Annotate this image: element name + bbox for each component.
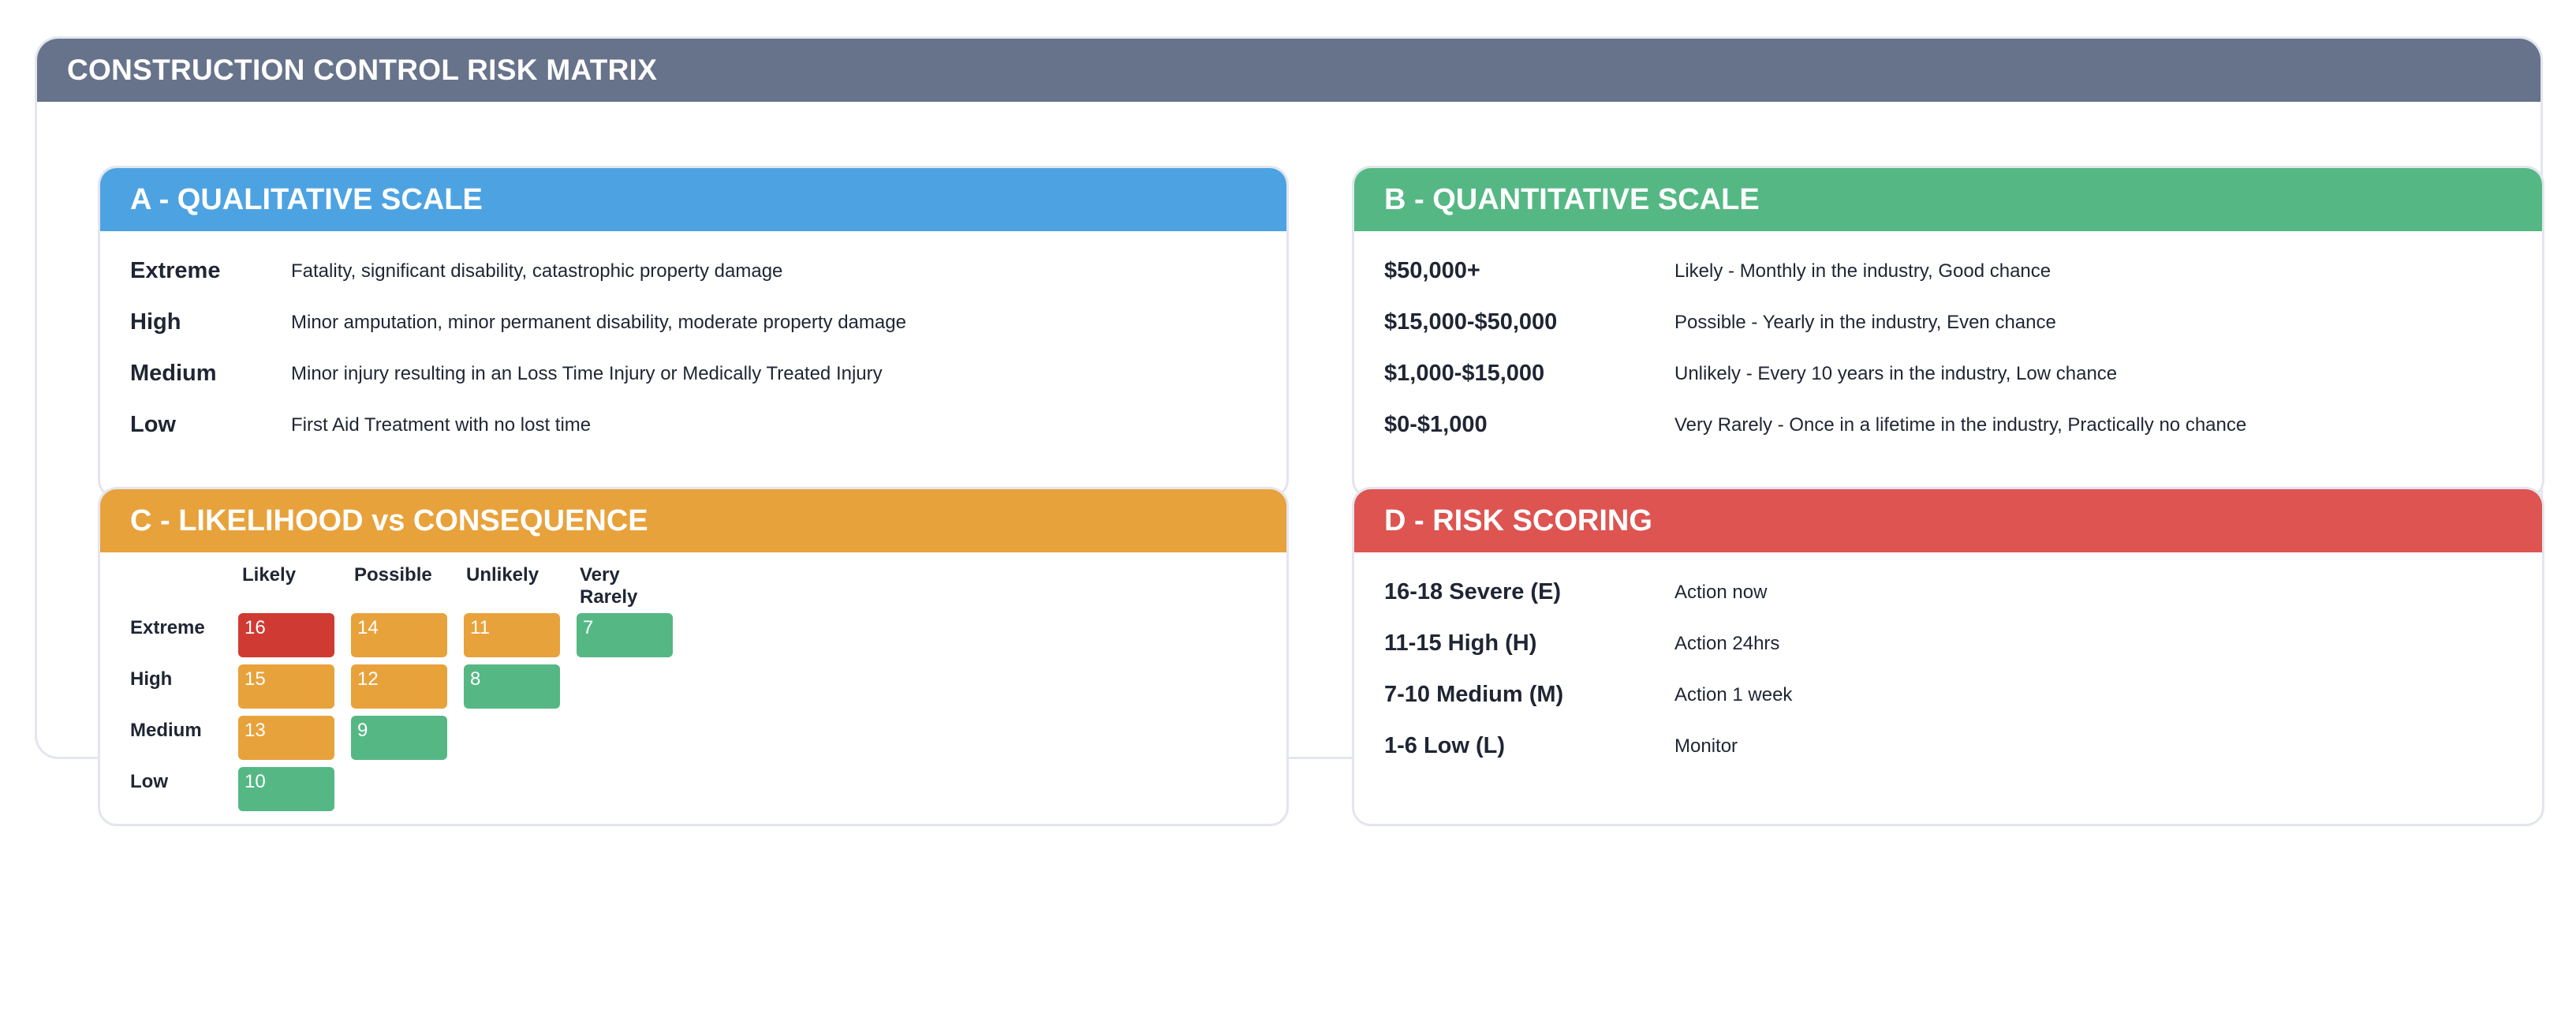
panel-a-title: A - QUALITATIVE SCALE [130, 182, 483, 216]
scale-description: Fatality, significant disability, catast… [291, 260, 783, 282]
scoring-row: 1-6 Low (L) Monitor [1384, 720, 2512, 772]
matrix-cell: 9 [351, 716, 447, 760]
matrix-row-label: High [130, 668, 173, 690]
scale-description: Minor injury resulting in an Loss Time I… [291, 362, 883, 384]
score-range: 7-10 Medium (M) [1384, 682, 1564, 707]
scale-description: Unlikely - Every 10 years in the industr… [1674, 362, 2118, 384]
panel-d-body: 16-18 Severe (E) Action now 11-15 High (… [1354, 552, 2542, 772]
matrix-cell: 10 [238, 767, 334, 811]
scale-row: Low First Aid Treatment with no lost tim… [130, 399, 1256, 451]
matrix-cell: 15 [238, 664, 334, 709]
matrix-cell: 14 [351, 613, 447, 657]
scale-description: First Aid Treatment with no lost time [291, 413, 592, 436]
panel-c-title: C - LIKELIHOOD vs CONSEQUENCE [130, 503, 648, 537]
panel-b-body: $50,000+ Likely - Monthly in the industr… [1354, 231, 2542, 451]
scale-label: $15,000-$50,000 [1384, 309, 1558, 335]
matrix-cell: 7 [577, 613, 673, 657]
scale-row: High Minor amputation, minor permanent d… [130, 297, 1256, 348]
scale-row: $50,000+ Likely - Monthly in the industr… [1384, 245, 2512, 297]
score-action: Monitor [1674, 735, 1738, 757]
likelihood-consequence-panel: C - LIKELIHOOD vs CONSEQUENCE Likely Pos… [98, 487, 1289, 826]
panel-a-body: Extreme Fatality, significant disability… [100, 231, 1286, 451]
matrix-cell: 8 [464, 664, 560, 709]
scoring-row: 16-18 Severe (E) Action now [1384, 567, 2512, 618]
title-bar: CONSTRUCTION CONTROL RISK MATRIX [37, 39, 2541, 102]
panel-c-header: C - LIKELIHOOD vs CONSEQUENCE [100, 489, 1286, 552]
scale-label: $50,000+ [1384, 258, 1480, 283]
quantitative-scale-panel: B - QUANTITATIVE SCALE $50,000+ Likely -… [1352, 166, 2544, 499]
scale-row: $15,000-$50,000 Possible - Yearly in the… [1384, 297, 2512, 348]
matrix-row-label: Extreme [130, 617, 205, 638]
matrix-cell: 16 [238, 613, 334, 657]
scale-label: Medium [130, 361, 217, 386]
scale-row: Extreme Fatality, significant disability… [130, 245, 1256, 297]
matrix-column-header: Likely [242, 564, 297, 586]
panel-b-title: B - QUANTITATIVE SCALE [1384, 182, 1760, 216]
scale-label: $1,000-$15,000 [1384, 361, 1545, 386]
score-action: Action 24hrs [1674, 632, 1780, 654]
scale-description: Very Rarely - Once in a lifetime in the … [1674, 413, 2247, 436]
matrix-cell: 13 [238, 716, 334, 760]
scale-label: High [130, 309, 181, 335]
matrix-row-label: Low [130, 771, 168, 792]
score-range: 16-18 Severe (E) [1384, 579, 1562, 604]
qualitative-scale-panel: A - QUALITATIVE SCALE Extreme Fatality, … [98, 166, 1289, 499]
panel-d-title: D - RISK SCORING [1384, 503, 1652, 537]
scoring-row: 11-15 High (H) Action 24hrs [1384, 618, 2512, 669]
matrix-column-header: Possible [354, 564, 432, 586]
matrix-column-header: Unlikely [466, 564, 539, 586]
scale-row: $0-$1,000 Very Rarely - Once in a lifeti… [1384, 399, 2512, 451]
score-range: 11-15 High (H) [1384, 630, 1537, 656]
scale-description: Likely - Monthly in the industry, Good c… [1674, 260, 2051, 282]
matrix-column-header: Very Rarely [580, 564, 638, 608]
panel-b-header: B - QUANTITATIVE SCALE [1354, 168, 2542, 231]
panel-a-header: A - QUALITATIVE SCALE [100, 168, 1286, 231]
risk-scoring-panel: D - RISK SCORING 16-18 Severe (E) Action… [1352, 487, 2544, 826]
scale-label: Low [130, 412, 176, 437]
score-action: Action 1 week [1674, 683, 1793, 705]
matrix-row-label: Medium [130, 720, 202, 741]
matrix-cell: 12 [351, 664, 447, 709]
scoring-row: 7-10 Medium (M) Action 1 week [1384, 669, 2512, 720]
scale-row: $1,000-$15,000 Unlikely - Every 10 years… [1384, 348, 2512, 399]
scale-row: Medium Minor injury resulting in an Loss… [130, 348, 1256, 399]
scale-label: $0-$1,000 [1384, 412, 1488, 437]
page-title: CONSTRUCTION CONTROL RISK MATRIX [67, 54, 658, 86]
panel-d-header: D - RISK SCORING [1354, 489, 2542, 552]
scale-label: Extreme [130, 258, 221, 283]
score-action: Action now [1674, 581, 1768, 603]
matrix-cell: 11 [464, 613, 560, 657]
score-range: 1-6 Low (L) [1384, 733, 1506, 758]
scale-description: Minor amputation, minor permanent disabi… [291, 311, 906, 333]
scale-description: Possible - Yearly in the industry, Even … [1674, 311, 2056, 333]
